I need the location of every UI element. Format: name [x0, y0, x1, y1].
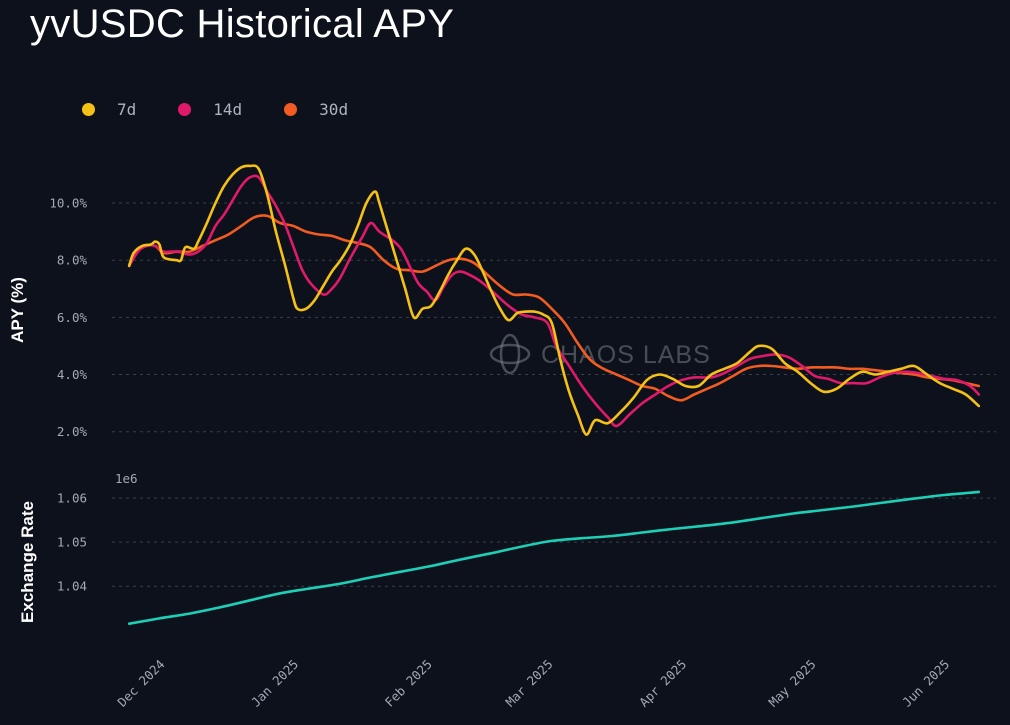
apy-axis-title: APY (%) [8, 277, 27, 343]
exchange-rate-y-axis: 1.06 1.05 1.04 [57, 491, 87, 594]
series-line-14d [127, 174, 981, 428]
watermark-text: CHAOS LABS [541, 341, 711, 369]
apy-y-tick-label: 6.0% [57, 310, 88, 325]
exchange-rate-y-tick-label: 1.05 [57, 535, 87, 550]
x-axis: Dec 2024 Jan 2025 Feb 2025 Mar 2025 Apr 2025… [114, 656, 952, 709]
chart-legend: 7d 14d 30d [82, 100, 390, 119]
exchange-rate-axis-title: Exchange Rate [18, 501, 37, 623]
legend-item-30d[interactable]: 30d [284, 100, 348, 119]
exchange-rate-series [127, 490, 981, 625]
exchange-rate-gridlines [112, 497, 996, 587]
exchange-rate-y-tick-label: 1.04 [57, 579, 87, 594]
legend-label-7d: 7d [117, 100, 137, 119]
legend-item-7d[interactable]: 7d [82, 100, 136, 119]
legend-dot-14d [178, 103, 192, 116]
series-line-7d [127, 164, 981, 436]
series-line-30d [127, 214, 981, 402]
x-tick-label-apr-2025: Apr 2025 [636, 657, 689, 710]
x-tick-label-may-2025: May 2025 [766, 657, 819, 710]
apy-y-axis: 10.0% 8.0% 6.0% 4.0% 2.0% [49, 196, 87, 440]
exchange-rate-scale-label: 1e6 [115, 471, 138, 486]
legend-dot-7d [82, 103, 95, 116]
legend-label-30d: 30d [319, 100, 349, 119]
x-tick-label-jun-2025: Jun 2025 [899, 657, 952, 710]
apy-y-tick-label: 2.0% [57, 424, 88, 439]
apy-y-tick-label: 8.0% [57, 253, 88, 268]
legend-item-14d[interactable]: 14d [178, 100, 242, 119]
page-title: yvUSDC Historical APY [30, 2, 455, 46]
chaos-labs-logo-icon [489, 333, 531, 375]
series-line-exchange-rate [127, 490, 981, 625]
apy-series [127, 164, 981, 436]
exchange-rate-y-tick-label: 1.06 [57, 491, 87, 506]
x-tick-label-jan-2025: Jan 2025 [248, 657, 301, 710]
x-tick-label-mar-2025: Mar 2025 [502, 656, 555, 709]
apy-y-tick-label: 10.0% [49, 196, 87, 211]
legend-label-14d: 14d [213, 100, 243, 119]
apy-y-tick-label: 4.0% [57, 367, 88, 382]
legend-dot-30d [284, 103, 298, 116]
x-tick-label-dec-2024: Dec 2024 [114, 656, 167, 709]
x-tick-label-feb-2025: Feb 2025 [382, 657, 435, 710]
apy-gridlines [112, 202, 996, 433]
